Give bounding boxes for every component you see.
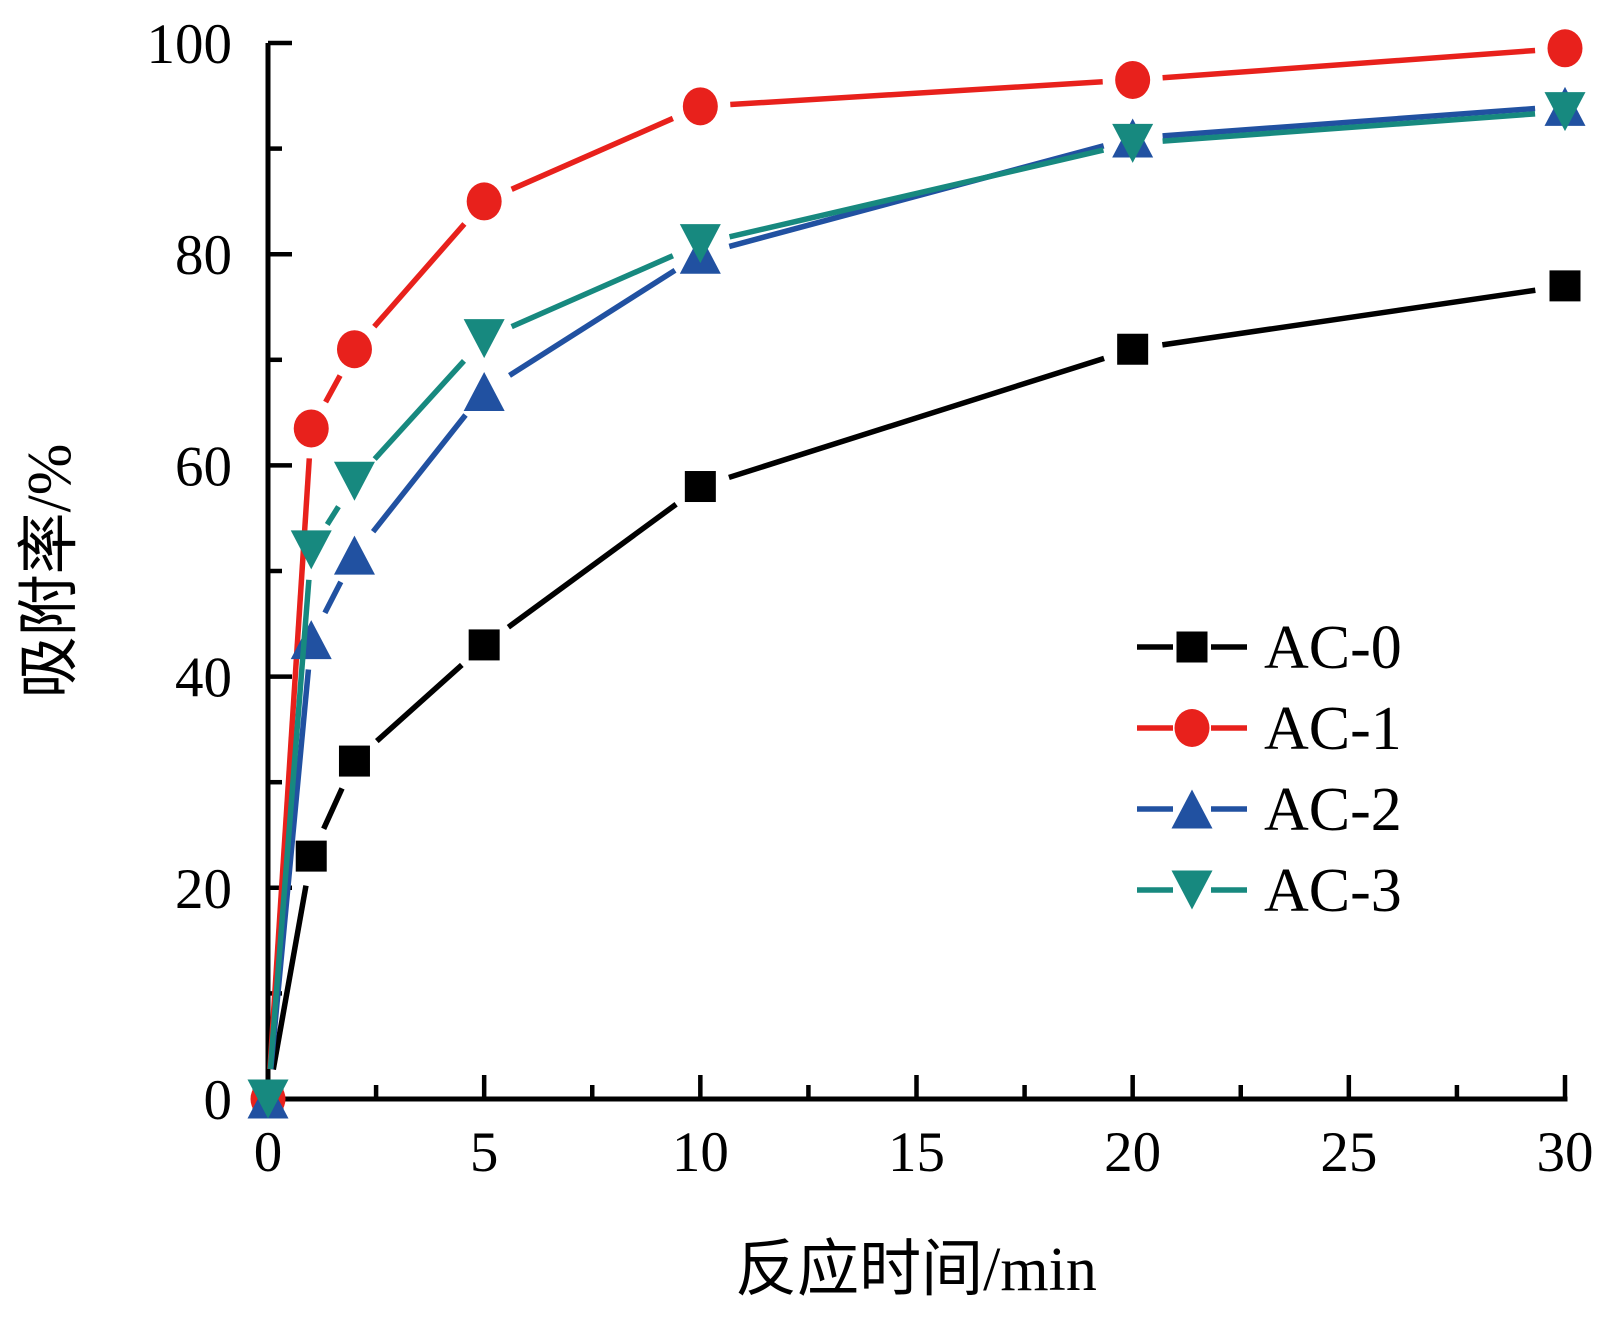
y-tick-label-20: 20 <box>175 858 232 921</box>
legend-item-AC-1: AC-1 <box>1137 695 1402 763</box>
x-tick-label-0: 0 <box>254 1121 283 1184</box>
legend-item-AC-0: AC-0 <box>1137 614 1402 682</box>
series-AC-0 <box>252 270 1581 1115</box>
marker-triangle-down <box>679 224 721 264</box>
series-AC-3 <box>247 92 1586 1119</box>
y-tick-label-40: 40 <box>175 647 232 710</box>
marker-triangle-down <box>1171 870 1213 910</box>
y-tick-label-60: 60 <box>175 435 232 498</box>
marker-circle <box>293 409 329 448</box>
x-axis-title: 反应时间/min <box>735 1236 1097 1304</box>
marker-square <box>295 840 327 872</box>
marker-circle <box>336 330 372 369</box>
series <box>247 29 1586 1119</box>
marker-circle <box>1174 709 1210 747</box>
series-line-segment <box>322 580 344 615</box>
series-line-segment <box>1162 105 1536 139</box>
x-tick-label-25: 25 <box>1320 1121 1377 1184</box>
legend-item-AC-3: AC-3 <box>1137 857 1402 925</box>
series-line-segment <box>370 413 468 534</box>
x-tick-label-20: 20 <box>1104 1121 1161 1184</box>
legend-label-AC-2: AC-2 <box>1264 776 1402 844</box>
marker-triangle-down <box>463 319 505 359</box>
marker-circle <box>1547 29 1583 68</box>
series-line-segment <box>506 502 678 630</box>
marker-triangle-up <box>1171 789 1213 829</box>
marker-triangle-down <box>333 461 375 501</box>
series-line-segment <box>321 787 345 830</box>
series-line-segment <box>374 662 464 744</box>
legend-label-AC-0: AC-0 <box>1264 614 1402 682</box>
series-line-segment <box>372 359 467 461</box>
y-tick-label-100: 100 <box>147 13 233 76</box>
x-tick-label-10: 10 <box>672 1121 729 1184</box>
series-line-segment <box>510 115 674 192</box>
x-tick-label-30: 30 <box>1537 1121 1594 1184</box>
marker-triangle-down <box>1544 92 1586 132</box>
marker-square <box>1117 333 1149 365</box>
y-tick-label-0: 0 <box>204 1069 233 1132</box>
marker-triangle-down <box>247 1079 289 1119</box>
series-line-segment <box>323 374 343 404</box>
series-line-segment <box>730 79 1103 108</box>
marker-triangle-up <box>333 535 375 575</box>
marker-triangle-up <box>463 371 505 411</box>
x-tick-label-5: 5 <box>470 1121 499 1184</box>
marker-triangle-down <box>290 530 332 570</box>
marker-square <box>684 471 716 503</box>
series-line-segment <box>508 267 677 378</box>
y-tick-label-80: 80 <box>175 224 232 287</box>
marker-square <box>468 629 500 661</box>
series-line-segment <box>1161 287 1536 348</box>
legend-label-AC-3: AC-3 <box>1264 857 1402 925</box>
marker-square <box>338 745 370 777</box>
series-line-segment <box>270 885 309 1070</box>
series-line-segment <box>1162 111 1536 144</box>
legend: AC-0 AC-1 AC-2 AC-3 <box>1137 614 1402 925</box>
marker-circle <box>1115 60 1151 99</box>
marker-square <box>1549 270 1581 302</box>
series-line-segment <box>324 505 341 526</box>
series-line-segment <box>728 355 1105 481</box>
series-line-segment <box>372 222 467 329</box>
marker-triangle-down <box>1112 123 1154 163</box>
y-axis-title: 吸附率/% <box>16 444 84 699</box>
marker-circle <box>466 182 502 221</box>
series-line-segment <box>510 253 674 330</box>
series-line-segment <box>267 579 312 1070</box>
series-line-segment <box>1162 47 1536 81</box>
x-tick-label-15: 15 <box>888 1121 945 1184</box>
axes: 0 5 10 15 20 25 30 0 20 40 60 80 100 <box>147 13 1594 1184</box>
marker-circle <box>682 87 718 126</box>
series-line-segment <box>728 147 1105 240</box>
legend-item-AC-2: AC-2 <box>1137 776 1402 844</box>
legend-label-AC-1: AC-1 <box>1264 695 1402 763</box>
marker-square <box>1176 631 1208 663</box>
